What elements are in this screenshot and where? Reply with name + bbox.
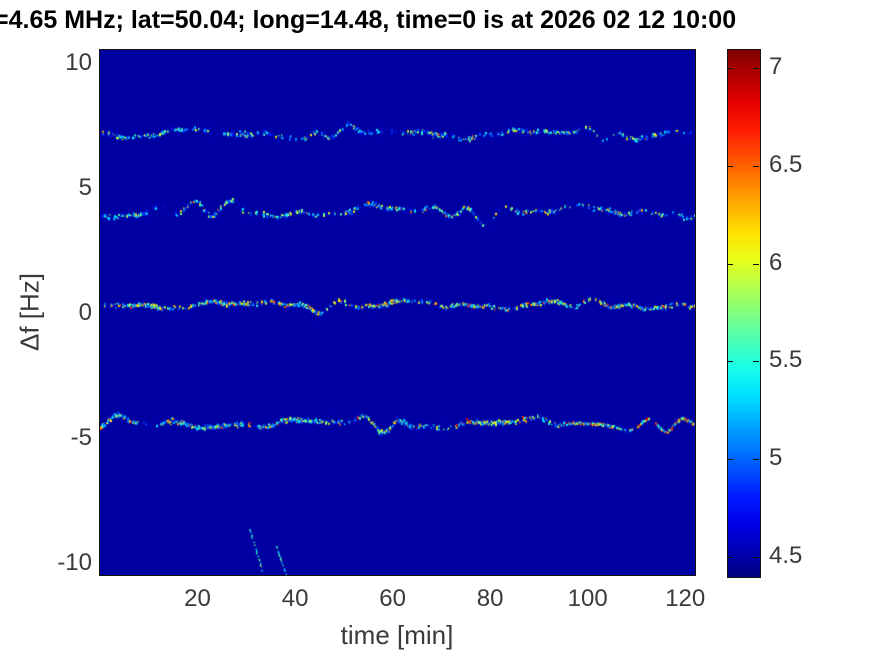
x-tick-label: 100 [567,585,608,612]
colorbar-tick-mark [727,557,733,559]
colorbar-tick-mark [727,459,733,461]
colorbar [727,49,761,578]
plot-area [99,49,696,576]
y-tick-label: -10 [57,548,92,576]
colorbar-tick-mark [753,67,759,69]
colorbar-tick-mark [753,459,759,461]
colorbar-tick-label: 6 [769,248,783,276]
y-tick-label: 0 [78,298,92,326]
y-tick-label: -5 [70,423,92,451]
y-tick-label: 5 [78,173,92,201]
x-axis-label: time [min] [340,620,454,650]
colorbar-tick-mark [753,557,759,559]
x-tick-label: 20 [184,585,211,612]
colorbar-tick-mark [727,263,733,265]
x-tick-label: 80 [476,585,504,612]
colorbar-tick-mark [753,263,759,265]
y-tick-label: 10 [65,48,92,76]
x-tick-label: 120 [665,585,706,612]
colorbar-tick-mark [727,67,733,69]
colorbar-tick-mark [727,165,733,167]
colorbar-tick-label: 5 [769,444,783,472]
colorbar-tick-label: 7 [769,52,783,80]
x-tick-label: 40 [281,585,309,612]
x-tick-label: 60 [379,585,406,612]
colorbar-tick-mark [753,165,759,167]
spectrogram-canvas [100,50,695,575]
colorbar-tick-mark [727,361,733,363]
colorbar-tick-label: 4.5 [769,542,803,570]
chart-title: =4.65 MHz; lat=50.04; long=14.48, time=0… [0,6,737,34]
colorbar-tick-label: 5.5 [769,346,803,374]
colorbar-tick-label: 6.5 [769,150,803,178]
colorbar-tick-mark [753,361,759,363]
